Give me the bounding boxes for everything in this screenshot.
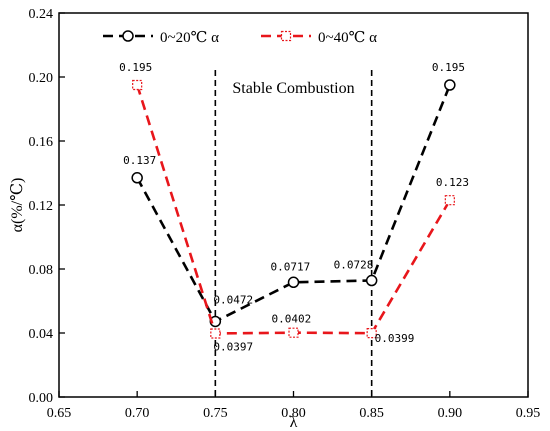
data-label: 0.0399 [375,332,415,345]
data-point [366,328,377,339]
x-axis-title: λ [290,414,298,431]
data-label: 0.0728 [334,259,374,272]
data-label: 0.137 [123,154,156,167]
x-tick-label: 0.85 [359,406,384,421]
x-tick-label: 0.75 [203,406,228,421]
data-point [210,328,221,339]
y-tick-label: 0.24 [29,7,54,22]
x-tick-label: 0.90 [438,406,463,421]
y-tick-label: 0.20 [29,71,54,86]
x-tick-label: 0.80 [281,406,306,421]
data-label: 0.0397 [213,340,253,353]
data-point [444,79,456,91]
data-point [131,172,143,184]
series-line-2 [135,84,451,335]
y-axis-title: α(%/℃) [9,178,26,233]
axes: 0.65 0.70 0.75 0.80 0.85 0.90 0.95 0.00 0.04 0.08… [29,7,541,421]
data-point [365,274,378,287]
y-tick-label: 0.08 [29,263,54,278]
data-label: 0.0402 [272,313,312,326]
y-tick-label: 0.12 [29,199,54,214]
region-label: Stable Combustion [232,80,354,97]
y-tick-label: 0.16 [29,135,54,150]
data-label: 0.123 [436,176,469,189]
y-tick-label: 0.04 [29,327,54,342]
legend-label: 0~20℃ α [160,30,219,46]
data-label: 0.0717 [271,260,311,273]
data-point [288,327,299,338]
x-tick-label: 0.95 [516,406,541,421]
data-point [287,276,300,289]
y-tick-label: 0.00 [29,391,54,406]
data-label: 0.195 [119,61,152,74]
data-label: 0.195 [432,61,465,74]
legend-marker [280,30,292,42]
legend: 0~20℃ α 0~40℃ α [103,30,377,46]
stable-combustion-region [214,70,373,397]
legend-marker [122,30,134,42]
x-tick-label: 0.65 [47,406,72,421]
x-tick-label: 0.70 [125,406,150,421]
legend-label: 0~40℃ α [318,30,377,46]
data-label: 0.0472 [213,293,253,306]
data-point [132,79,143,91]
data-point [444,195,455,206]
